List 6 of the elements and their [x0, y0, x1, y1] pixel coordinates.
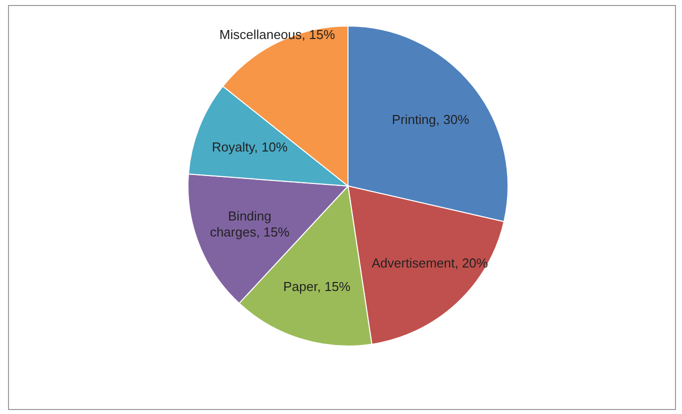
- slice-label: Miscellaneous, 15%: [219, 26, 336, 42]
- slice-label: Binding charges, 15%: [210, 208, 290, 240]
- slice-label: Royalty, 10%: [212, 139, 288, 154]
- slice-label: Printing, 30%: [392, 112, 470, 128]
- slice-label: Advertisement, 20%: [372, 255, 488, 270]
- slice-label: Paper, 15%: [283, 278, 351, 294]
